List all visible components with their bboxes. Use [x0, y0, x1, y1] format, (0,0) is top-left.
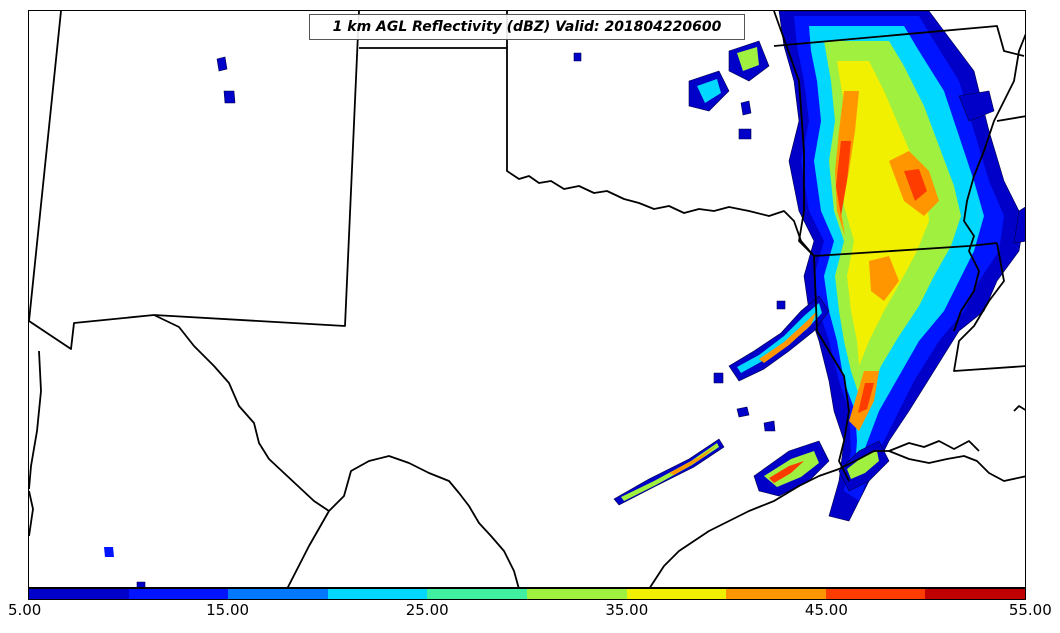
colorbar-tick-label: 25.00 [405, 601, 449, 619]
colorbar-tick-label: 45.00 [804, 601, 848, 619]
colorbar-segment [825, 589, 926, 599]
state-borders [29, 11, 1025, 587]
colorbar-tick-label: 35.00 [605, 601, 649, 619]
colorbar-segment [128, 589, 229, 599]
arkansas-border [773, 25, 1025, 57]
oklahoma-border [359, 47, 815, 257]
colorbar-tick-label: 15.00 [206, 601, 250, 619]
new-mexico-border [29, 11, 360, 350]
colorbar-segment [29, 589, 129, 599]
colorbar-segment [626, 589, 727, 599]
colorbar-segment [726, 589, 826, 599]
radar-map [29, 11, 1025, 587]
reflectivity-layer [104, 11, 1025, 587]
colorbar [28, 588, 1026, 600]
colorbar-segment [925, 589, 1025, 599]
colorbar-tick-label: 5.00 [7, 601, 42, 619]
colorbar-segment [327, 589, 428, 599]
colorbar-segment [427, 589, 527, 599]
gulf-coastline [649, 450, 1025, 587]
colorbar-segment [228, 589, 328, 599]
texas-border [153, 314, 520, 587]
colorbar-tick-label: 55.00 [1008, 601, 1052, 619]
map-frame [28, 10, 1026, 588]
mississippi-river [953, 33, 1025, 332]
colorbar-segment [526, 589, 627, 599]
map-title: 1 km AGL Reflectivity (dBZ) Valid: 20180… [309, 14, 745, 40]
